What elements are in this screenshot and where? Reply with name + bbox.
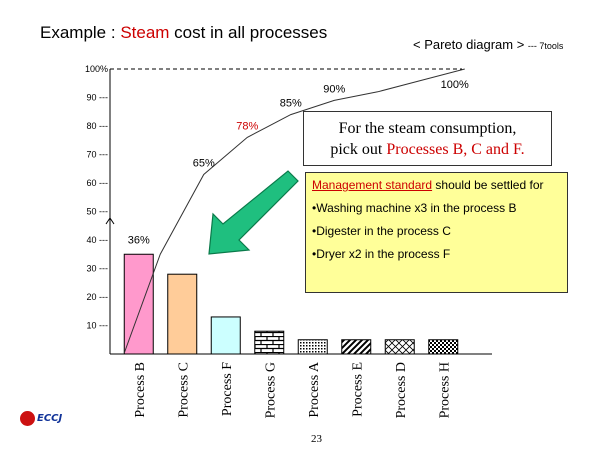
bar-process-h xyxy=(428,339,459,355)
y-tick-label: 80 --- xyxy=(86,121,108,131)
note-header: Management standard should be settled fo… xyxy=(312,178,544,192)
x-tick-label: Process F xyxy=(220,362,235,416)
logo-icon xyxy=(20,411,35,426)
bar-process-d xyxy=(384,339,415,355)
x-tick-label: Process A xyxy=(307,361,322,418)
y-tick-label: 90 --- xyxy=(86,93,108,103)
eccj-logo: ECCJ xyxy=(20,411,62,426)
y-tick-label: 30 --- xyxy=(86,264,108,274)
y-tick-label: 50 --- xyxy=(86,207,108,217)
x-tick-label: Process C xyxy=(176,362,191,418)
x-tick-label: Process D xyxy=(394,362,409,418)
y-tick-label: 20 --- xyxy=(86,292,108,302)
bar-process-c xyxy=(167,273,198,355)
cumulative-label: 36% xyxy=(128,234,150,246)
cumulative-label: 90% xyxy=(323,83,345,95)
management-standard-note: Management standard should be settled fo… xyxy=(305,172,568,293)
cumulative-label: 65% xyxy=(193,157,215,169)
arrow-icon xyxy=(208,170,299,255)
bar-process-e xyxy=(341,339,372,355)
y-tick-label: 40 --- xyxy=(86,235,108,245)
note-item: •Dryer x2 in the process F xyxy=(312,247,451,261)
y-tick-label: 60 --- xyxy=(86,178,108,188)
note-item: •Digester in the process C xyxy=(312,224,451,238)
cumulative-label: 100% xyxy=(441,79,469,91)
bar-process-a xyxy=(297,339,328,355)
cumulative-label: 85% xyxy=(280,98,302,110)
y-tick-label: 100% xyxy=(85,64,108,74)
callout-line-1: For the steam consumption, xyxy=(338,120,517,137)
chart-subtitle: < Pareto diagram > --- 7tools xyxy=(413,37,564,52)
bar-process-b xyxy=(123,253,154,355)
callout-line-2: pick out Processes B, C and F. xyxy=(330,141,525,158)
y-tick-label: 70 --- xyxy=(86,150,108,160)
x-tick-label: Process G xyxy=(263,362,278,418)
cumulative-line xyxy=(123,68,465,354)
bar-process-f xyxy=(210,316,241,355)
x-tick-label: Process E xyxy=(350,362,365,417)
steam-consumption-callout: For the steam consumption, pick out Proc… xyxy=(303,111,552,166)
y-tick-label: 10 --- xyxy=(86,321,108,331)
bar-process-g xyxy=(254,330,285,355)
y-axis xyxy=(105,69,115,354)
page-number: 23 xyxy=(311,433,322,445)
x-tick-label: Process H xyxy=(437,362,452,418)
chart-title: Example : Steam cost in all processes xyxy=(40,23,328,42)
cumulative-label: 78% xyxy=(236,120,258,132)
x-tick-label: Process B xyxy=(133,362,148,418)
note-item: •Washing machine x3 in the process B xyxy=(312,201,517,215)
